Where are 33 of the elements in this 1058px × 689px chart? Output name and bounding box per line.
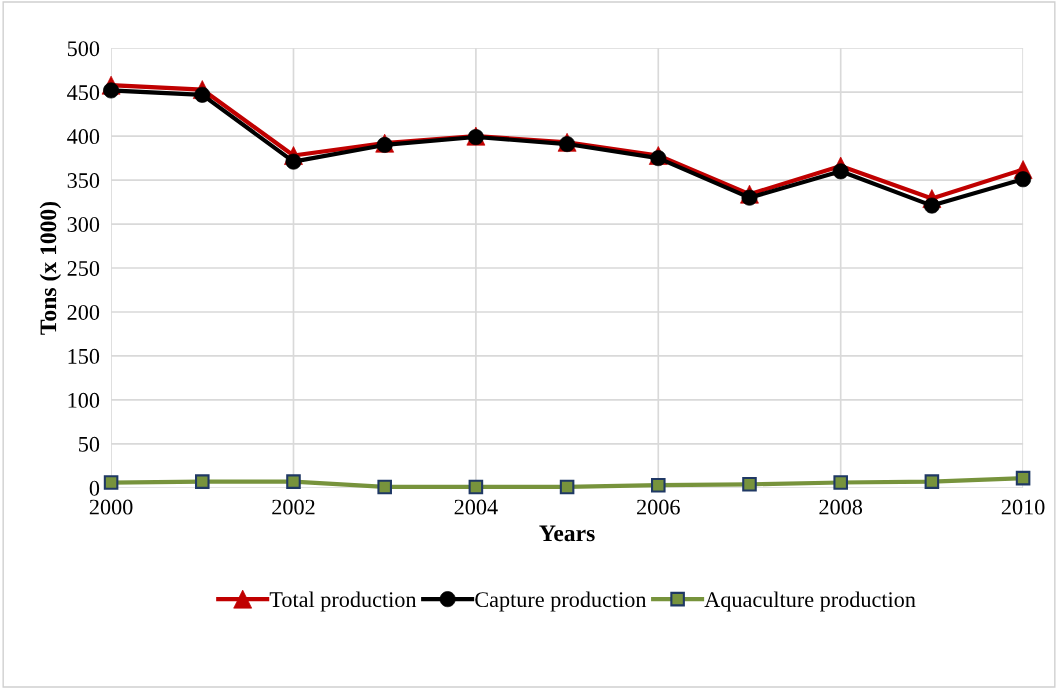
y-tick-label: 100: [68, 392, 100, 408]
y-tick-label: 150: [68, 348, 100, 364]
y-tick-label: 400: [67, 129, 100, 145]
y-tick-label: 300: [67, 217, 100, 232]
y-tick-label: 200: [67, 304, 100, 320]
y-tick-label: 350: [67, 173, 100, 189]
x-tick-label: 2010: [1001, 499, 1045, 515]
y-tick-label: 50: [79, 436, 100, 452]
point: [1015, 470, 1031, 486]
point: [286, 474, 301, 489]
point: [833, 475, 848, 490]
y-tick-label: 500: [67, 41, 100, 57]
x-tick-label: 2000: [89, 499, 133, 515]
x-tick-label: 2002: [272, 499, 315, 515]
point: [924, 474, 940, 489]
point: [651, 477, 666, 493]
point: [103, 475, 119, 490]
legend-label: Total production: [269, 591, 417, 612]
x-tick-label: 2004: [454, 499, 498, 515]
y-axis-title: Tons (x 1000): [39, 201, 62, 335]
y-tick-label: 250: [67, 260, 100, 276]
y-tick-label: 450: [67, 85, 100, 101]
point: [377, 479, 392, 495]
legend-label: Aquaculture production: [704, 591, 916, 612]
x-tick-label: 2008: [819, 499, 863, 515]
point: [742, 477, 757, 492]
x-tick-label: 2006: [637, 499, 680, 515]
x-axis-title: Years: [539, 525, 595, 542]
point: [559, 479, 575, 495]
point: [195, 474, 210, 489]
point: [468, 479, 484, 495]
legend-label: Capture production: [475, 591, 647, 612]
y-tick-label: 0: [89, 480, 100, 496]
